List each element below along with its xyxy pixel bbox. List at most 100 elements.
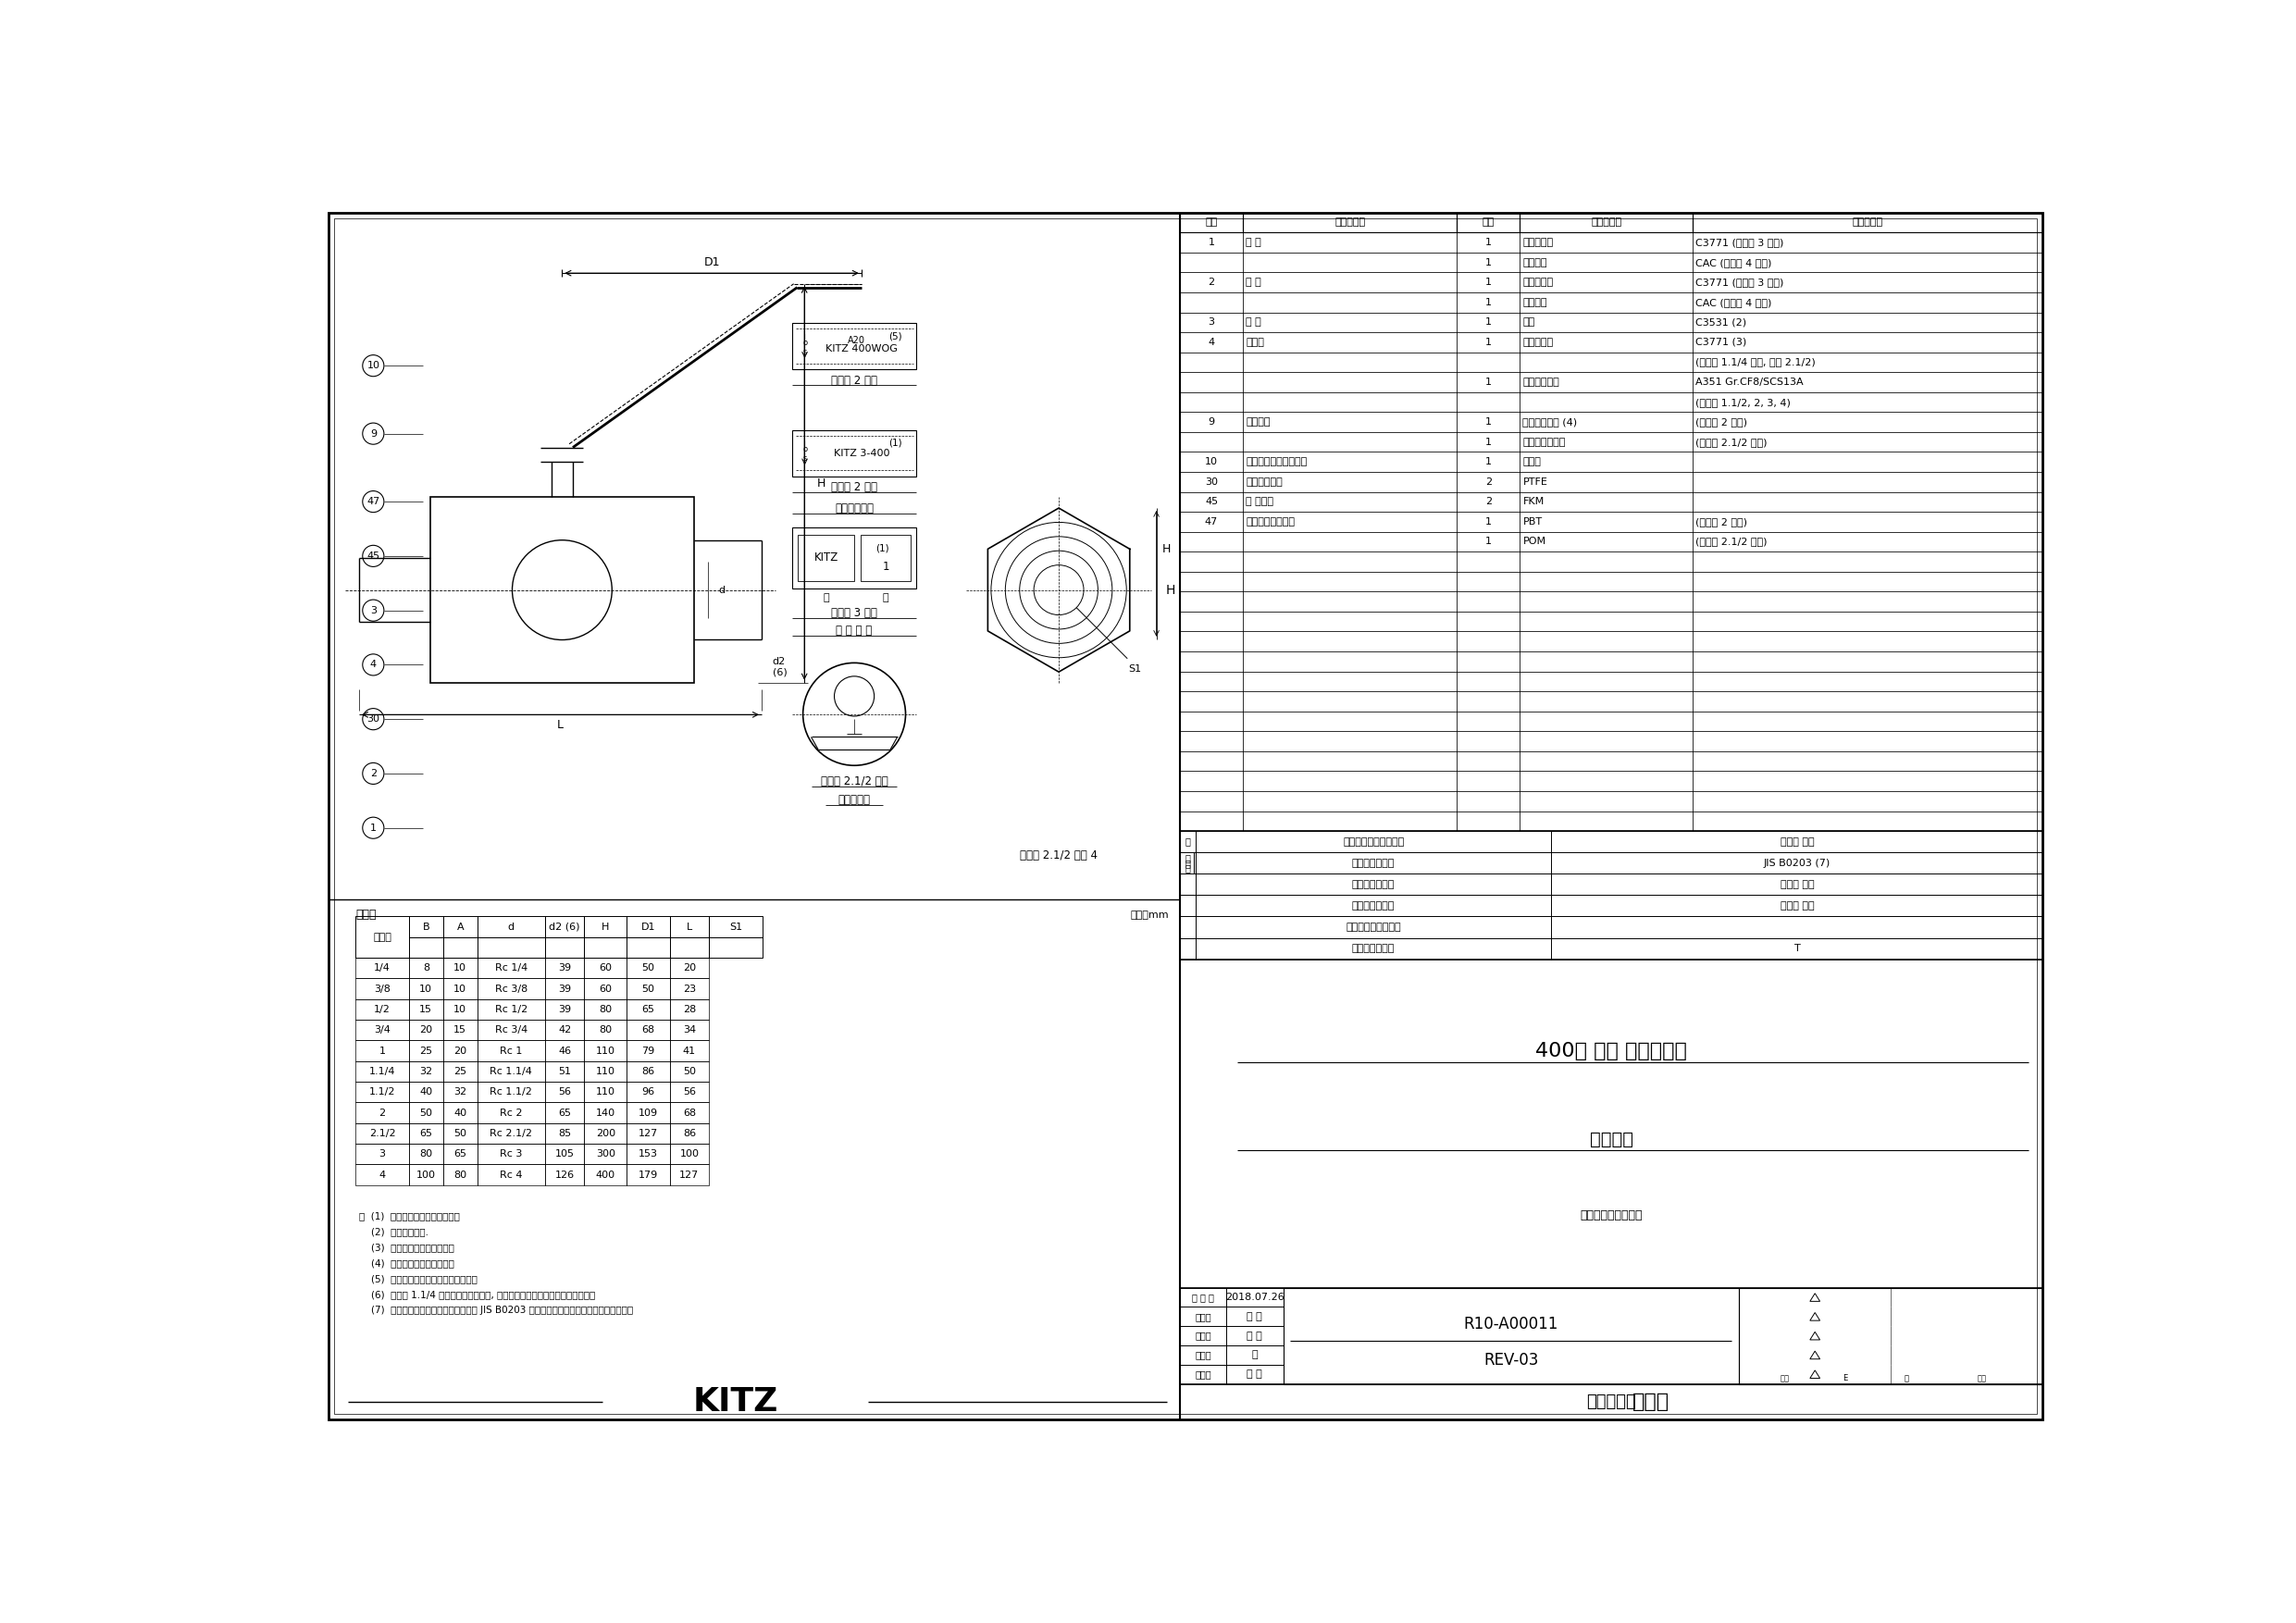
Bar [443,1040,478,1061]
Bar [1520,732,1692,751]
Text: R10-A00011: R10-A00011 [1465,1316,1559,1332]
Bar [583,1123,627,1144]
Text: ハンドル表示: ハンドル表示 [836,502,875,514]
Text: 年 月 日: 年 月 日 [1192,1292,1215,1302]
Text: 牛 川: 牛 川 [1247,1311,1263,1321]
Text: d: d [719,586,726,594]
Bar [1242,711,1458,732]
Text: ダクタイル鋳鉄: ダクタイル鋳鉄 [1522,437,1566,446]
Text: 弁 棒: 弁 棒 [1247,318,1261,326]
Text: 1: 1 [1486,537,1492,547]
Text: POM: POM [1522,537,1545,547]
Bar [1692,393,2043,412]
Bar [544,979,583,1000]
Bar [1692,631,2043,651]
Bar [670,1102,709,1123]
Text: 青銅鋳物: 青銅鋳物 [1522,258,1548,268]
Bar [1180,1287,1226,1307]
Bar [1242,451,1458,472]
Bar [1242,511,1458,532]
Text: 2: 2 [1208,278,1215,287]
Text: 110: 110 [597,1066,615,1076]
Text: 1: 1 [1486,417,1492,427]
Bar [478,979,544,1000]
Bar [1180,938,1196,959]
Bar [1552,831,2043,852]
Text: (7)  配管される管用テーパーおねじは JIS B0203 の規格範囲内のねじをご使用ください。: (7) 配管される管用テーパーおねじは JIS B0203 の規格範囲内のねじを… [358,1305,634,1315]
Text: 45: 45 [367,552,379,560]
Bar [1196,873,1552,896]
Text: Rc 2.1/2: Rc 2.1/2 [489,1130,533,1138]
Bar [1458,732,1520,751]
Bar [1242,790,1458,812]
Text: 50: 50 [643,964,654,972]
Text: E: E [1844,1375,1848,1383]
Text: 153: 153 [638,1149,659,1159]
Text: 付: 付 [1903,1375,1908,1383]
Bar [1458,393,1520,412]
Text: 部　品　名: 部 品 名 [1334,217,1366,227]
Text: 25: 25 [455,1066,466,1076]
Bar [792,430,916,476]
Bar [1520,213,1692,232]
Bar [1180,372,1242,393]
Text: (6)  サイズ 1.1/4 以上の有効ねじ長さ, 基準径の位置は当社の標準寸法です。: (6) サイズ 1.1/4 以上の有効ねじ長さ, 基準径の位置は当社の標準寸法で… [358,1290,595,1298]
Text: 23: 23 [682,984,696,993]
Bar [478,1123,544,1144]
Bar [1520,511,1692,532]
Bar [429,497,693,683]
Bar [583,1083,627,1102]
Text: 50: 50 [420,1109,432,1117]
Bar [670,936,709,958]
Bar [1458,451,1520,472]
Text: Rc 3/8: Rc 3/8 [496,984,528,993]
Text: スタンダードボア型: スタンダードボア型 [1580,1209,1642,1222]
Text: 80: 80 [599,1026,613,1035]
Text: 4: 4 [379,1170,386,1180]
Bar [1552,896,2043,917]
Text: キッツ 標準: キッツ 標準 [1779,837,1814,846]
Bar [478,917,544,936]
Bar [1458,511,1520,532]
Bar [1458,292,1520,312]
Bar [1180,292,1242,312]
Bar [1242,312,1458,333]
Text: ハンドル: ハンドル [1247,417,1270,427]
Text: 30: 30 [367,714,379,724]
Bar [1242,253,1458,273]
Text: REV-03: REV-03 [1483,1352,1538,1368]
Bar [1180,873,1196,896]
Text: 32: 32 [420,1066,432,1076]
Bar [1242,532,1458,552]
Bar [1692,352,2043,372]
Text: 中 村: 中 村 [1247,1331,1263,1341]
Bar [1692,412,2043,432]
Text: 青銅鋳物: 青銅鋳物 [1522,297,1548,307]
Bar [544,936,583,958]
Bar [1196,896,1552,917]
Bar [478,1083,544,1102]
Bar [1692,451,2043,472]
Bar [1520,393,1692,412]
Text: 1: 1 [1486,378,1492,386]
Bar [356,1144,409,1164]
Bar [1242,432,1458,451]
Bar [583,1040,627,1061]
Text: H: H [817,477,827,489]
Bar [356,979,409,1000]
Text: 呼び径 2.1/2 のみ: 呼び径 2.1/2 のみ [820,776,889,787]
Text: キッツ: キッツ [1632,1393,1669,1410]
Text: 126: 126 [556,1170,574,1180]
Bar [1180,232,1242,253]
Text: 配　　管　　接　　続: 配 管 接 続 [1343,837,1405,846]
Bar [1242,213,1458,232]
Bar [443,958,478,979]
Text: 15: 15 [420,1005,432,1014]
Bar [1458,253,1520,273]
Text: 15: 15 [455,1026,466,1035]
Text: 32: 32 [455,1087,466,1097]
Text: 10: 10 [455,984,466,993]
Bar [1520,432,1692,451]
Bar [1692,253,2043,273]
Bar [443,1123,478,1144]
